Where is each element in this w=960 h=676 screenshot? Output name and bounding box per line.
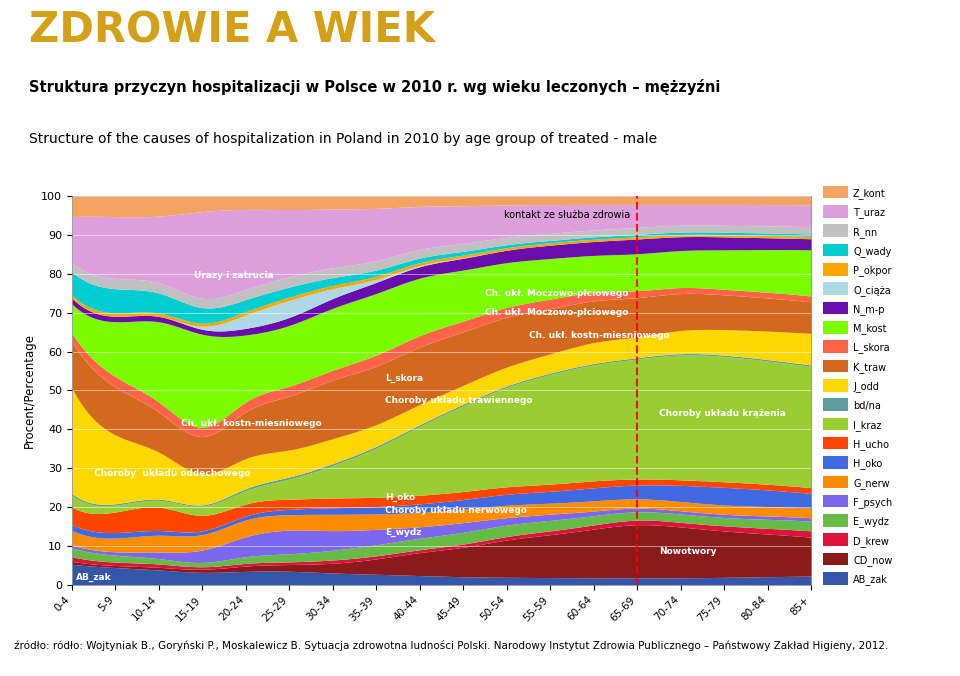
Text: Structure of the causes of hospitalization in Poland in 2010 by age group of tre: Structure of the causes of hospitalizati… xyxy=(29,132,657,147)
Bar xyxy=(824,186,848,198)
Bar xyxy=(824,283,848,295)
Text: CD_now: CD_now xyxy=(853,555,893,566)
Text: źródło: ródło: Wojtyniak B., Goryński P., Moskalewicz B. Sytuacja zdrowotna ludn: źródło: ródło: Wojtyniak B., Goryński P.… xyxy=(14,640,889,651)
Bar xyxy=(824,360,848,372)
Text: Choroby  układu oddechowego: Choroby układu oddechowego xyxy=(94,469,251,479)
Text: Ch. ukł. Moczowo-płciowego: Ch. ukł. Moczowo-płciowego xyxy=(485,289,629,297)
Text: ZDROWIE A WIEK: ZDROWIE A WIEK xyxy=(29,9,435,51)
Text: Choroby układu krążenia: Choroby układu krążenia xyxy=(659,409,786,418)
Text: H_ucho: H_ucho xyxy=(853,439,889,450)
Text: E_wydz: E_wydz xyxy=(385,528,421,537)
Text: M_kost: M_kost xyxy=(853,323,886,334)
Text: Z_kont: Z_kont xyxy=(853,188,886,199)
Text: E_wydz: E_wydz xyxy=(853,516,889,527)
Text: Ch. ukł. kostn-miesniowego: Ch. ukł. kostn-miesniowego xyxy=(529,331,669,341)
Text: D_krew: D_krew xyxy=(853,536,889,547)
Bar xyxy=(824,437,848,450)
Text: P_okpor: P_okpor xyxy=(853,266,892,276)
Bar xyxy=(824,398,848,411)
Text: Ch. ukł. Moczowo-płciowego: Ch. ukł. Moczowo-płciowego xyxy=(485,308,629,317)
Bar xyxy=(824,263,848,276)
Text: N_m-p: N_m-p xyxy=(853,304,884,315)
Text: H_oko: H_oko xyxy=(853,458,882,469)
Bar xyxy=(824,340,848,353)
Text: Choroby układu nerwowego: Choroby układu nerwowego xyxy=(385,506,527,515)
Bar xyxy=(824,321,848,333)
Bar xyxy=(824,244,848,256)
Text: O_ciąża: O_ciąża xyxy=(853,285,891,295)
Bar xyxy=(824,301,848,314)
Bar xyxy=(824,495,848,508)
Bar xyxy=(824,514,848,527)
Text: L_skora: L_skora xyxy=(385,374,423,383)
Bar xyxy=(824,379,848,391)
Text: AB_zak: AB_zak xyxy=(853,575,888,585)
Bar xyxy=(824,572,848,585)
Text: Nowotwory: Nowotwory xyxy=(659,547,716,556)
Text: J_odd: J_odd xyxy=(853,381,879,392)
Text: kontakt ze służba zdrowia: kontakt ze służba zdrowia xyxy=(505,210,631,220)
Text: R_nn: R_nn xyxy=(853,226,877,237)
Bar xyxy=(824,205,848,218)
Bar xyxy=(824,418,848,430)
Text: Q_wady: Q_wady xyxy=(853,246,892,257)
Text: Choroby układu trawiennego: Choroby układu trawiennego xyxy=(385,395,533,405)
Bar xyxy=(824,456,848,468)
Text: bd/na: bd/na xyxy=(853,401,881,411)
Bar xyxy=(824,224,848,237)
Text: L_skora: L_skora xyxy=(853,343,890,354)
Bar xyxy=(824,533,848,546)
Text: I_kraz: I_kraz xyxy=(853,420,881,431)
Text: K_traw: K_traw xyxy=(853,362,886,372)
Text: AB_zak: AB_zak xyxy=(77,573,112,582)
Bar xyxy=(824,475,848,488)
Text: Urazy i zatrucia: Urazy i zatrucia xyxy=(194,271,274,281)
Text: F_psych: F_psych xyxy=(853,497,892,508)
Text: T_uraz: T_uraz xyxy=(853,208,885,218)
Bar xyxy=(824,553,848,565)
Text: Ch. ukł. kostn-miesniowego: Ch. ukł. kostn-miesniowego xyxy=(180,419,322,428)
Text: H_oko: H_oko xyxy=(385,493,415,502)
Text: Struktura przyczyn hospitalizacji w Polsce w 2010 r. wg wieku leczonych – mężzyź: Struktura przyczyn hospitalizacji w Pols… xyxy=(29,80,720,95)
Text: G_nerw: G_nerw xyxy=(853,478,890,489)
Y-axis label: Procent/Percentage: Procent/Percentage xyxy=(23,333,36,448)
